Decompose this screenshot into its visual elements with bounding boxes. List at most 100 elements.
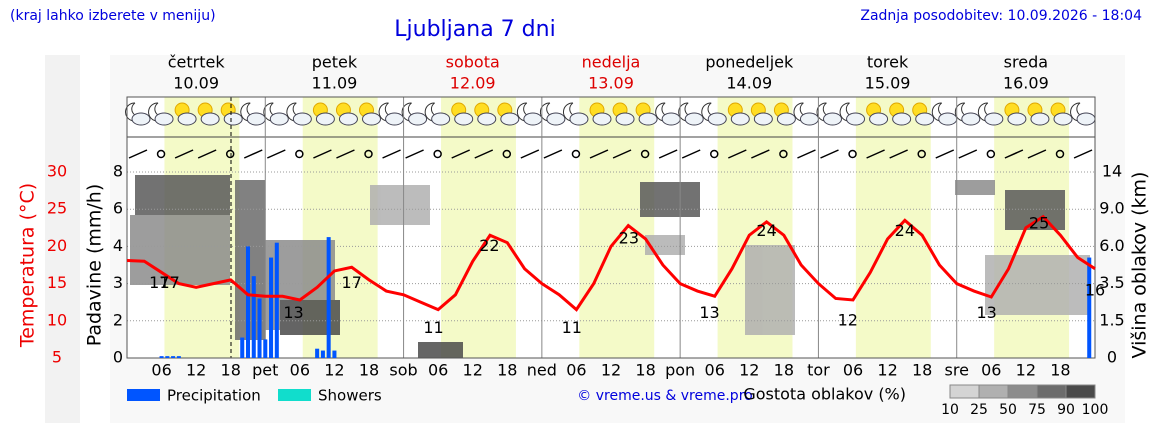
cloud-icon [984, 112, 1004, 126]
cloud-icon [338, 112, 358, 126]
cloud-tick-label: 14 [1102, 162, 1122, 181]
wind-barbs [128, 149, 1093, 159]
temp-label: 24 [756, 221, 776, 240]
title: Ljubljana 7 dni [394, 17, 555, 42]
cloud-icon [661, 112, 681, 126]
x-tick-label: 12 [324, 361, 344, 380]
cloud-icon [961, 112, 981, 126]
barb-icon [589, 149, 609, 159]
precip-bar [263, 339, 268, 358]
temp-label: 11 [423, 318, 443, 337]
credit: © vreme.us & vreme.pro [577, 388, 752, 404]
barb-icon [243, 149, 263, 159]
cloud-icon [546, 112, 566, 126]
calm-icon [225, 149, 235, 159]
cloud-icon [799, 112, 819, 126]
x-tick-label: 06 [843, 361, 863, 380]
barb-icon [1004, 149, 1024, 159]
daylight-band [441, 97, 516, 358]
cloud-icon [523, 112, 543, 126]
temp-label: 17 [342, 273, 362, 292]
barb-icon [451, 149, 471, 159]
x-tick-label: 06 [566, 361, 586, 380]
cloud-icon [615, 112, 635, 126]
cloud-icon [592, 112, 612, 126]
cloud-icon [500, 112, 520, 126]
cloud-icon [223, 112, 243, 126]
precip-bar [176, 356, 181, 358]
precip-bar [320, 350, 325, 358]
calm-icon [1055, 149, 1065, 159]
calm-icon [779, 149, 788, 159]
barb-icon [520, 149, 540, 159]
temp-tick-label: 5 [52, 348, 62, 367]
day-name: torek [867, 53, 909, 72]
cloud-icon [869, 112, 889, 126]
x-tick-label: 06 [290, 361, 310, 380]
x-tick-label: 18 [1050, 361, 1070, 380]
barb-icon [612, 149, 632, 159]
precip-bar [171, 356, 176, 358]
cloud-icon [569, 112, 589, 126]
x-tick-label: 18 [774, 361, 794, 380]
barb-icon [797, 149, 816, 159]
updated: Zadnja posodobitev: 10.09.2026 - 18:04 [860, 8, 1142, 24]
x-tick-label: 12 [186, 361, 206, 380]
x-tick-label: sre [945, 361, 969, 380]
day-name: petek [312, 53, 358, 72]
day-date: 10.09 [173, 74, 219, 93]
cloud-area [955, 180, 995, 195]
cloud-icon [1007, 112, 1027, 126]
cloud-icon [938, 112, 958, 126]
x-tick-label: 18 [912, 361, 932, 380]
calm-icon [295, 149, 304, 159]
cloud-icon [131, 112, 151, 126]
temp-label: 11 [562, 318, 582, 337]
calm-icon [848, 149, 857, 159]
barb-icon [382, 149, 401, 159]
temp-label: 22 [479, 236, 499, 255]
barb-icon [658, 149, 678, 159]
x-tick-label: 12 [739, 361, 759, 380]
temp-label: 17 [159, 273, 179, 292]
cloud-tick-label: 0 [1107, 348, 1117, 367]
day-date: 15.09 [865, 74, 911, 93]
cloud-icon [454, 112, 474, 126]
weather-icons [125, 102, 1096, 126]
precip-tick-label: 6 [113, 199, 123, 218]
cloud-icon [1030, 112, 1050, 126]
cloud-tick-label: 6.0 [1099, 236, 1124, 255]
barb-icon [266, 149, 286, 159]
plot-frame [126, 96, 1096, 359]
barb-icon [405, 149, 424, 159]
cloud-area [645, 235, 685, 255]
precip-bar [251, 276, 256, 358]
barb-icon [935, 149, 955, 159]
precip-tick-label: 4 [113, 236, 123, 255]
daylight-band [855, 97, 931, 358]
barb-icon [820, 149, 839, 159]
day-name: sobota [446, 53, 500, 72]
cloud-icon [362, 112, 381, 126]
precip-bar [315, 348, 320, 358]
legend-swatch [278, 389, 311, 401]
cloud-legend-box [978, 384, 1009, 399]
x-tick-label: 12 [1016, 361, 1036, 380]
cloud-icon [246, 112, 266, 126]
cloud-legend-label: 75 [1028, 402, 1046, 418]
calm-icon [433, 149, 442, 159]
day-date: 16.09 [1003, 74, 1049, 93]
cloud-area [370, 185, 430, 225]
x-tick-label: 06 [151, 361, 171, 380]
cloud-icon [846, 112, 866, 126]
calm-icon [917, 149, 926, 159]
precip-tick-label: 2 [113, 310, 123, 329]
x-tick-label: 12 [877, 361, 897, 380]
precip-tick-label: 0 [113, 348, 123, 367]
left-panel [45, 55, 80, 423]
temp-label: 13 [976, 303, 996, 322]
cloud-icon [385, 112, 405, 126]
x-tick-label: 18 [359, 361, 379, 380]
legend-swatch [127, 389, 160, 401]
